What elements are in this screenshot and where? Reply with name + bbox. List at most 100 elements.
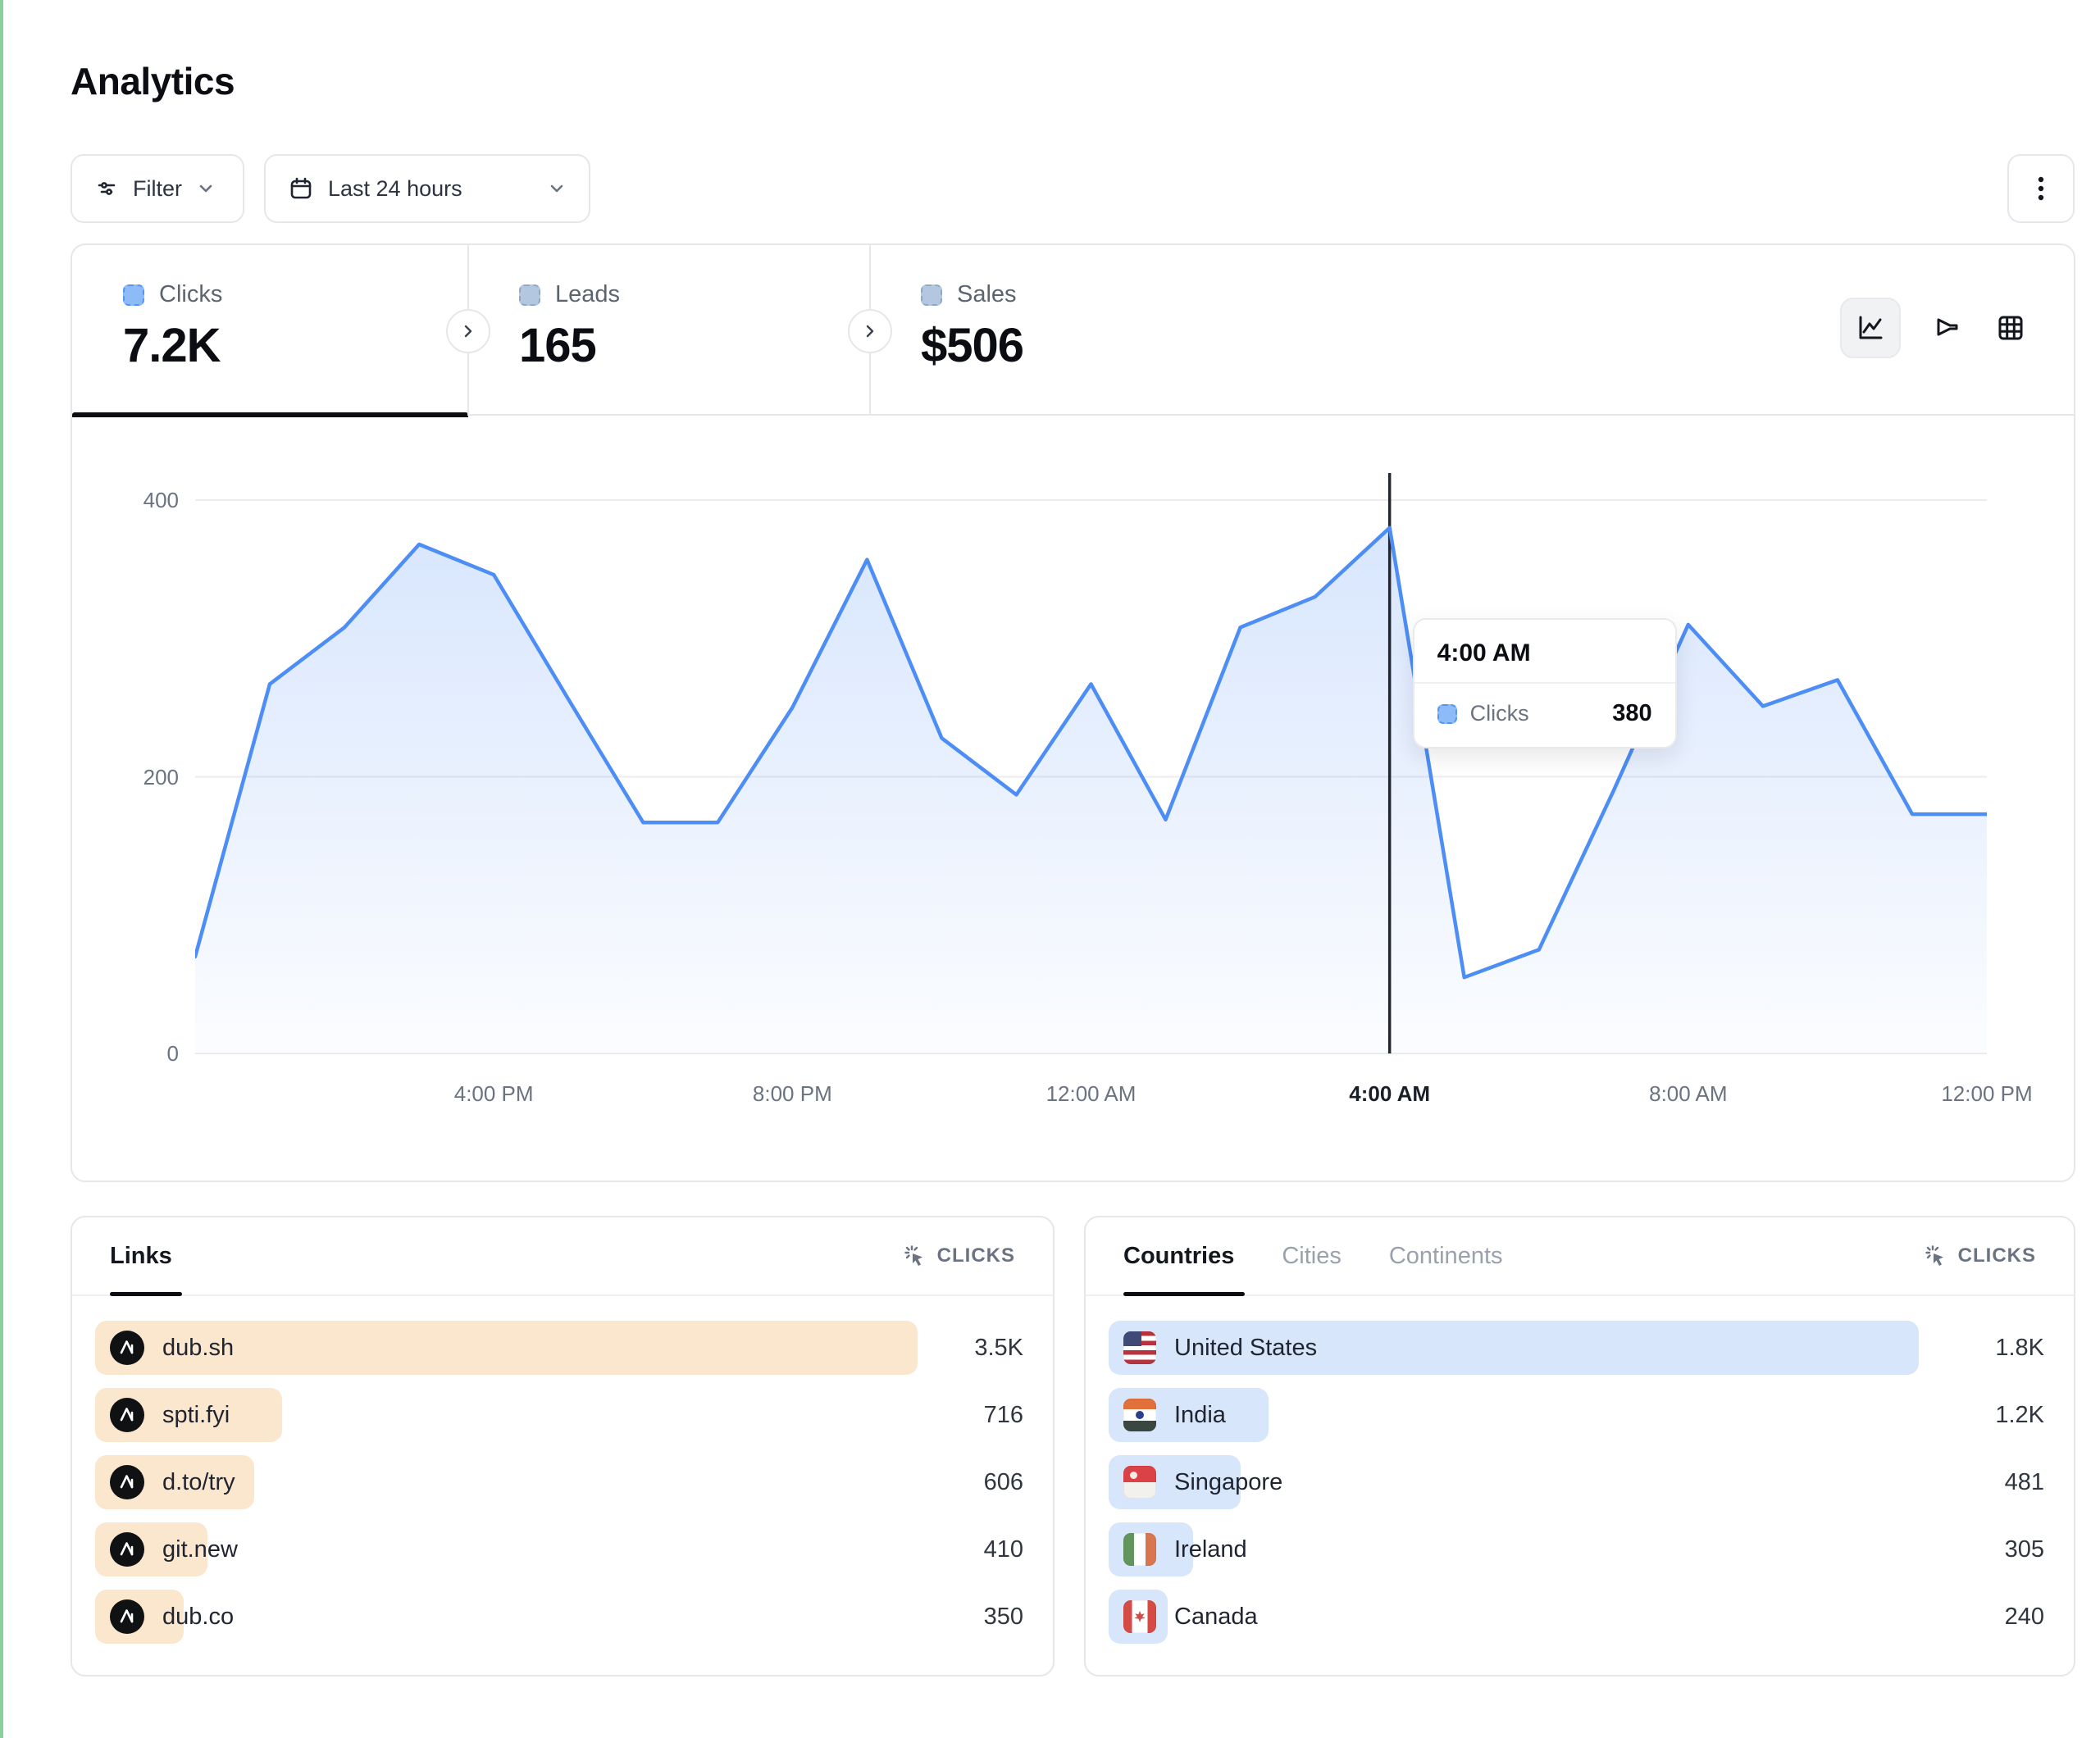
list-item[interactable]: Singapore 481: [1109, 1455, 2051, 1509]
tooltip-value: 380: [1612, 700, 1652, 726]
links-panel: Links CLICKS dub.sh 3.5K spti.fyi 716 d.to/t…: [71, 1216, 1055, 1677]
stat-tab-leads[interactable]: Leads 165: [468, 245, 870, 416]
item-clicks-value: 350: [983, 1603, 1023, 1630]
item-clicks-value: 240: [2004, 1603, 2044, 1630]
clicks-legend-swatch: [123, 284, 144, 306]
ca-flag-icon: [1123, 1600, 1156, 1633]
in-flag-icon: [1123, 1399, 1156, 1431]
y-axis-tick-label: 0: [166, 1041, 179, 1066]
list-item[interactable]: d.to/try 606: [95, 1455, 1030, 1509]
item-clicks-value: 481: [2004, 1468, 2044, 1495]
list-item[interactable]: spti.fyi 716: [95, 1388, 1030, 1442]
stat-label: Clicks: [159, 281, 223, 307]
y-axis-tick-label: 400: [143, 488, 179, 512]
stat-tab-clicks[interactable]: Clicks 7.2K: [72, 245, 468, 417]
sales-legend-swatch: [921, 284, 942, 306]
list-item[interactable]: United States 1.8K: [1109, 1321, 2051, 1375]
line-chart-view-button[interactable]: [1840, 298, 1901, 358]
clicks-area-chart[interactable]: 4:00 AM Clicks 380 400 200 0 4:00 PM 8:00 PM…: [72, 416, 2077, 1184]
countries-tabs: Countries Cities Continents: [1123, 1243, 1503, 1270]
filter-button-label: Filter: [133, 175, 182, 201]
leads-legend-swatch: [519, 284, 540, 306]
stat-value: 7.2K: [123, 319, 221, 372]
dub-link-logo-icon: [110, 1599, 144, 1634]
date-range-button[interactable]: Last 24 hours: [264, 154, 590, 223]
links-metric-label: CLICKS: [936, 1244, 1015, 1267]
tab-continents[interactable]: Continents: [1388, 1242, 1503, 1269]
tab-countries[interactable]: Countries: [1123, 1242, 1235, 1269]
us-flag-icon: [1123, 1331, 1156, 1364]
list-item[interactable]: India 1.2K: [1109, 1388, 2051, 1442]
links-panel-header: Links CLICKS: [72, 1217, 1053, 1296]
dub-link-logo-icon: [110, 1331, 144, 1365]
maple-leaf-icon: [1134, 1611, 1146, 1622]
dub-link-logo-icon: [110, 1465, 144, 1499]
x-axis-tick-label: 8:00 AM: [1649, 1081, 1728, 1106]
stats-row: Clicks 7.2K Leads 165 Sales $506: [72, 245, 2077, 417]
item-clicks-value: 305: [2004, 1536, 2044, 1563]
countries-list: United States 1.8K India 1.2K Singapore 481 Ir…: [1086, 1296, 2074, 1644]
item-clicks-value: 1.8K: [1995, 1334, 2044, 1361]
countries-panel-header: Countries Cities Continents CLICKS: [1086, 1217, 2074, 1296]
x-axis-tick-label: 8:00 PM: [752, 1081, 832, 1106]
kebab-menu-icon: [2029, 172, 2053, 205]
item-label: India: [1174, 1401, 1226, 1428]
list-item[interactable]: Ireland 305: [1109, 1522, 2051, 1576]
stat-label: Sales: [957, 281, 1017, 307]
tab-cities[interactable]: Cities: [1282, 1242, 1342, 1269]
item-label: dub.sh: [162, 1334, 235, 1361]
left-edge-accent: [0, 0, 3, 1738]
more-options-button[interactable]: [2007, 154, 2075, 223]
item-label: git.new: [162, 1536, 238, 1563]
value-bar: [1109, 1321, 1920, 1375]
countries-panel: Countries Cities Continents CLICKS United …: [1084, 1216, 2075, 1677]
chart-plot[interactable]: [195, 465, 1987, 1063]
item-label: Canada: [1174, 1603, 1258, 1630]
links-tab-underline: [110, 1292, 182, 1296]
item-label: dub.co: [162, 1603, 235, 1630]
item-label: d.to/try: [162, 1468, 235, 1495]
cursor-click-icon: [1924, 1244, 1948, 1268]
countries-metric-toggle[interactable]: CLICKS: [1924, 1244, 2036, 1268]
item-clicks-value: 716: [983, 1401, 1023, 1428]
calendar-icon: [287, 175, 315, 202]
x-axis-tick-label: 4:00 AM: [1349, 1081, 1431, 1106]
item-clicks-value: 410: [983, 1536, 1023, 1563]
tab-links[interactable]: Links: [110, 1242, 172, 1269]
value-bar: [95, 1321, 918, 1375]
countries-metric-label: CLICKS: [1957, 1244, 2036, 1267]
links-list: dub.sh 3.5K spti.fyi 716 d.to/try 606 git.new 4…: [72, 1296, 1053, 1644]
chart-type-switcher: [1840, 298, 2029, 358]
stat-label: Leads: [555, 281, 621, 307]
clicks-legend-swatch: [1437, 703, 1457, 724]
list-item[interactable]: git.new 410: [95, 1522, 1030, 1576]
clicks-line: [195, 525, 1987, 980]
analytics-card: Clicks 7.2K Leads 165 Sales $506 4:00 AM: [71, 243, 2075, 1182]
stat-tab-sales[interactable]: Sales $506: [870, 245, 2077, 416]
tooltip-series-label: Clicks: [1469, 701, 1529, 726]
filter-button[interactable]: Filter: [71, 154, 244, 223]
date-range-label: Last 24 hours: [328, 175, 462, 201]
list-item[interactable]: dub.sh 3.5K: [95, 1321, 1030, 1375]
expand-stat-button[interactable]: [446, 309, 490, 353]
links-metric-toggle[interactable]: CLICKS: [903, 1244, 1015, 1268]
dub-link-logo-icon: [110, 1398, 144, 1432]
chevron-down-icon: [195, 178, 216, 199]
dub-link-logo-icon: [110, 1532, 144, 1567]
tooltip-time: 4:00 AM: [1414, 620, 1675, 684]
list-item[interactable]: Canada 240: [1109, 1590, 2051, 1644]
funnel-view-button[interactable]: [1929, 298, 1965, 358]
item-label: Singapore: [1174, 1468, 1283, 1495]
filter-icon: [93, 175, 120, 202]
page-title: Analytics: [71, 60, 235, 102]
item-label: United States: [1174, 1334, 1318, 1361]
y-axis-tick-label: 200: [143, 764, 179, 789]
x-axis-tick-label: 4:00 PM: [453, 1081, 534, 1106]
expand-stat-button[interactable]: [848, 309, 892, 353]
active-stat-underline: [72, 412, 468, 417]
item-clicks-value: 3.5K: [974, 1334, 1023, 1361]
list-item[interactable]: dub.co 350: [95, 1590, 1030, 1644]
item-label: Ireland: [1174, 1536, 1247, 1563]
table-view-button[interactable]: [1993, 298, 2029, 358]
